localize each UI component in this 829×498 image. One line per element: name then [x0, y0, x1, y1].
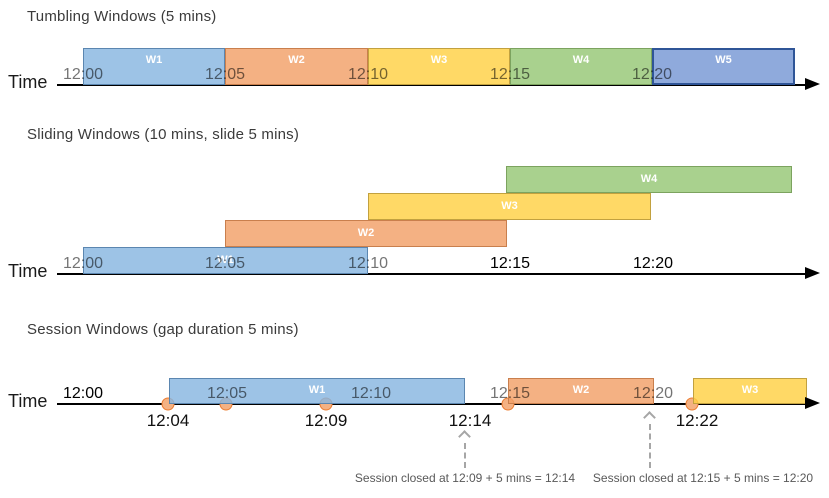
window-label: W4 — [640, 173, 658, 185]
time-axis-line — [57, 84, 807, 86]
tick-label-12-05: 12:05 — [204, 66, 246, 83]
tick-label-12-10: 12:10 — [347, 255, 389, 272]
tick-label-12-15: 12:15 — [489, 255, 531, 272]
window-box-w4 — [510, 48, 652, 85]
window-label: W3 — [741, 384, 759, 396]
window-box-w3 — [693, 378, 807, 404]
event-dot — [685, 397, 699, 411]
tick-label-12-20: 12:20 — [631, 66, 673, 83]
section-title: Tumbling Windows (5 mins) — [27, 8, 217, 25]
event-dot — [501, 397, 515, 411]
time-axis-line — [57, 273, 807, 275]
window-label: W4 — [572, 54, 590, 66]
dashed-arrow-line — [649, 424, 651, 468]
event-time-label: 12:22 — [675, 411, 719, 430]
axis-arrowhead-icon — [805, 397, 820, 409]
window-label: W2 — [288, 54, 305, 66]
tick-label-12-00: 12:00 — [62, 385, 104, 402]
window-box-w5 — [652, 48, 795, 85]
time-axis-label: Time — [8, 391, 48, 411]
chevron-up-icon — [643, 411, 656, 424]
window-box-w3 — [368, 48, 510, 85]
window-label: W1 — [145, 54, 163, 66]
window-box-w1 — [83, 247, 368, 274]
time-axis-label: Time — [8, 261, 48, 281]
event-time-label: 12:14 — [448, 411, 492, 430]
window-box-w2 — [225, 220, 507, 247]
tick-label-12-10: 12:10 — [347, 66, 389, 83]
event-time-label: 12:04 — [146, 411, 190, 430]
window-label: W2 — [357, 227, 375, 239]
window-box-w4 — [506, 166, 792, 193]
window-label: W3 — [501, 200, 518, 212]
window-box-w3 — [368, 193, 651, 220]
event-dot — [219, 397, 233, 411]
dashed-arrow-line — [464, 443, 466, 468]
event-time-label: 12:09 — [304, 411, 348, 430]
section-title: Sliding Windows (10 mins, slide 5 mins) — [27, 126, 300, 143]
session-closed-annotation: Session closed at 12:09 + 5 mins = 12:14 — [354, 471, 576, 485]
section-title: Session Windows (gap duration 5 mins) — [27, 321, 299, 338]
time-axis-line — [57, 403, 807, 405]
window-label: W1 — [308, 384, 326, 396]
tick-label-12-15: 12:15 — [489, 66, 531, 83]
window-label: W5 — [715, 54, 732, 66]
chevron-up-icon — [458, 430, 471, 443]
event-dot — [161, 397, 175, 411]
window-box-w2 — [508, 378, 654, 404]
window-label: W3 — [430, 54, 448, 66]
window-box-w1 — [169, 378, 465, 404]
tick-label-12-15: 12:15 — [489, 385, 531, 402]
tick-label-12-00: 12:00 — [62, 255, 104, 272]
axis-arrowhead-icon — [805, 78, 820, 90]
axis-arrowhead-icon — [805, 267, 820, 279]
window-box-w2 — [225, 48, 368, 85]
window-label: W2 — [572, 384, 590, 396]
tick-label-12-05: 12:05 — [204, 255, 246, 272]
tick-label-12-20: 12:20 — [632, 385, 674, 402]
window-label: W1 — [217, 254, 234, 266]
tick-label-12-00: 12:00 — [62, 66, 104, 83]
tick-label-12-10: 12:10 — [350, 385, 392, 402]
event-dot — [319, 397, 333, 411]
window-box-w1 — [83, 48, 225, 85]
tick-label-12-05: 12:05 — [206, 385, 248, 402]
time-axis-label: Time — [8, 72, 48, 92]
tick-label-12-20: 12:20 — [632, 255, 674, 272]
session-closed-annotation: Session closed at 12:15 + 5 mins = 12:20 — [592, 471, 814, 485]
